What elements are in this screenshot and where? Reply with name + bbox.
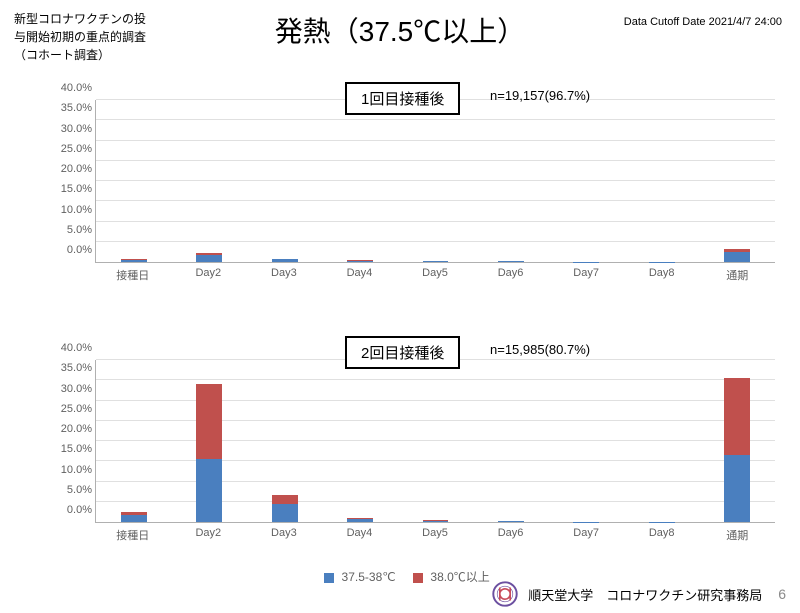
bar bbox=[724, 100, 750, 262]
footer-org: 順天堂大学 コロナワクチン研究事務局 bbox=[528, 585, 762, 604]
x-tick-label: Day3 bbox=[271, 267, 297, 279]
n-label-dose2: n=15,985(80.7%) bbox=[490, 342, 590, 357]
x-tick-label: Day2 bbox=[195, 267, 221, 279]
bar-segment-a bbox=[724, 455, 750, 522]
y-tick-label: 20.0% bbox=[61, 163, 96, 175]
x-axis-labels: 接種日 Day2 Day3 Day4 Day5 Day6 Day7 Day8 通期 bbox=[95, 265, 775, 285]
bar bbox=[498, 360, 524, 522]
x-tick-label: 接種日 bbox=[116, 527, 149, 543]
bar-segment-a bbox=[498, 261, 524, 262]
x-tick-label: Day6 bbox=[498, 267, 524, 279]
bar-segment-b bbox=[272, 495, 298, 504]
x-tick-label: Day4 bbox=[347, 267, 373, 279]
x-tick-label: 通期 bbox=[726, 267, 748, 283]
bar bbox=[347, 100, 373, 262]
x-tick-label: Day8 bbox=[649, 527, 675, 539]
bar-segment-a bbox=[272, 259, 298, 262]
bar-segment-a bbox=[121, 260, 147, 262]
bar bbox=[423, 360, 449, 522]
bar bbox=[649, 100, 675, 262]
y-tick-label: 0.0% bbox=[67, 504, 96, 516]
x-tick-label: Day7 bbox=[573, 267, 599, 279]
bar-segment-a bbox=[423, 521, 449, 522]
legend-swatch-b bbox=[413, 573, 423, 583]
plot-area: 0.0%5.0%10.0%15.0%20.0%25.0%30.0%35.0%40… bbox=[95, 360, 775, 523]
legend-label-b: 38.0℃以上 bbox=[430, 570, 489, 584]
panel-label-dose1: 1回目接種後 bbox=[345, 82, 460, 115]
y-tick-label: 5.0% bbox=[67, 484, 96, 496]
y-tick-label: 30.0% bbox=[61, 383, 96, 395]
x-tick-label: Day2 bbox=[195, 527, 221, 539]
y-tick-label: 40.0% bbox=[61, 342, 96, 354]
x-tick-label: Day5 bbox=[422, 267, 448, 279]
chart-dose1: 0.0%5.0%10.0%15.0%20.0%25.0%30.0%35.0%40… bbox=[95, 100, 775, 285]
x-tick-label: Day6 bbox=[498, 527, 524, 539]
bar-segment-b bbox=[724, 378, 750, 455]
y-tick-label: 35.0% bbox=[61, 362, 96, 374]
bar bbox=[573, 100, 599, 262]
x-tick-label: 接種日 bbox=[116, 267, 149, 283]
y-tick-label: 25.0% bbox=[61, 143, 96, 155]
y-tick-label: 15.0% bbox=[61, 183, 96, 195]
bar-segment-a bbox=[272, 504, 298, 522]
x-tick-label: Day8 bbox=[649, 267, 675, 279]
bar bbox=[347, 360, 373, 522]
plot-area: 0.0%5.0%10.0%15.0%20.0%25.0%30.0%35.0%40… bbox=[95, 100, 775, 263]
x-tick-label: 通期 bbox=[726, 527, 748, 543]
footer: 順天堂大学 コロナワクチン研究事務局 6 bbox=[492, 581, 786, 607]
page-number: 6 bbox=[778, 586, 786, 602]
bar-segment-a bbox=[347, 519, 373, 522]
bar bbox=[121, 360, 147, 522]
bar bbox=[724, 360, 750, 522]
y-tick-label: 10.0% bbox=[61, 464, 96, 476]
bar-segment-a bbox=[121, 515, 147, 522]
x-axis-labels: 接種日 Day2 Day3 Day4 Day5 Day6 Day7 Day8 通期 bbox=[95, 525, 775, 545]
x-tick-label: Day7 bbox=[573, 527, 599, 539]
bar-segment-a bbox=[498, 521, 524, 522]
chart-dose2: 0.0%5.0%10.0%15.0%20.0%25.0%30.0%35.0%40… bbox=[95, 360, 775, 545]
bar-segment-a bbox=[423, 261, 449, 262]
panel-label-dose2: 2回目接種後 bbox=[345, 336, 460, 369]
bar bbox=[272, 360, 298, 522]
legend-label-a: 37.5-38℃ bbox=[342, 570, 396, 584]
bar-segment-a bbox=[196, 255, 222, 262]
y-tick-label: 40.0% bbox=[61, 82, 96, 94]
bar bbox=[423, 100, 449, 262]
bar-segment-a bbox=[347, 261, 373, 262]
x-tick-label: Day5 bbox=[422, 527, 448, 539]
bar bbox=[649, 360, 675, 522]
bar bbox=[196, 360, 222, 522]
bar bbox=[121, 100, 147, 262]
x-tick-label: Day3 bbox=[271, 527, 297, 539]
bar bbox=[196, 100, 222, 262]
university-logo-icon bbox=[492, 581, 518, 607]
y-tick-label: 30.0% bbox=[61, 123, 96, 135]
y-tick-label: 20.0% bbox=[61, 423, 96, 435]
x-tick-label: Day4 bbox=[347, 527, 373, 539]
y-tick-label: 5.0% bbox=[67, 224, 96, 236]
cutoff-date: Data Cutoff Date 2021/4/7 24:00 bbox=[624, 16, 782, 28]
n-label-dose1: n=19,157(96.7%) bbox=[490, 88, 590, 103]
y-tick-label: 35.0% bbox=[61, 102, 96, 114]
bar-segment-a bbox=[196, 459, 222, 522]
y-tick-label: 0.0% bbox=[67, 244, 96, 256]
y-tick-label: 25.0% bbox=[61, 403, 96, 415]
bar-segment-a bbox=[724, 252, 750, 262]
bar-segment-b bbox=[196, 384, 222, 459]
y-tick-label: 15.0% bbox=[61, 443, 96, 455]
bar bbox=[498, 100, 524, 262]
legend-swatch-a bbox=[324, 573, 334, 583]
bar bbox=[272, 100, 298, 262]
bar bbox=[573, 360, 599, 522]
y-tick-label: 10.0% bbox=[61, 204, 96, 216]
